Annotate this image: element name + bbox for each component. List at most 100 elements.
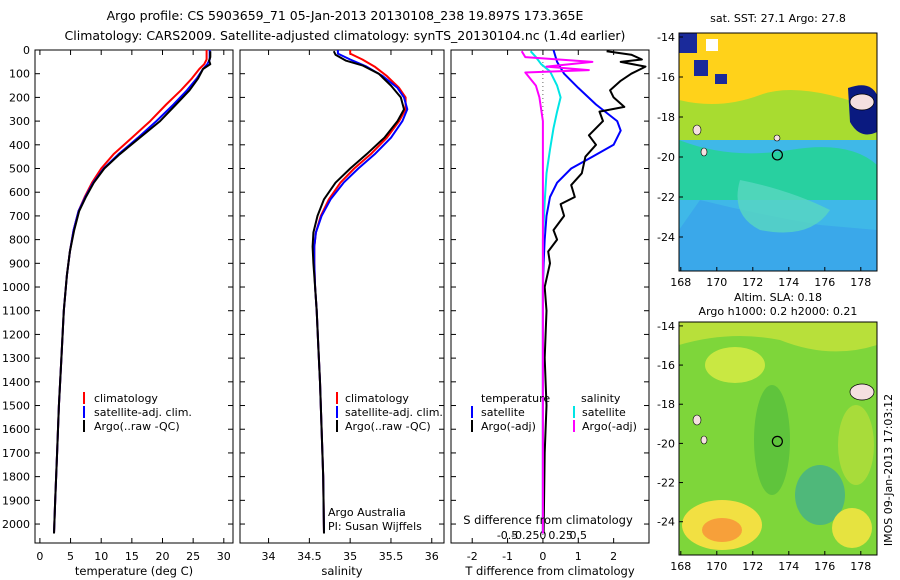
legend-heading-temperature: temperature <box>481 392 550 405</box>
map-y-tick-label: -20 <box>657 437 675 450</box>
argo-float-marker <box>771 149 783 161</box>
y-tick-label: 300 <box>9 115 30 128</box>
island <box>692 414 702 426</box>
y-tick-label: 600 <box>9 186 30 199</box>
sst-mid-band <box>679 140 877 200</box>
legend-label-argo: Argo(..raw -QC) <box>345 420 431 433</box>
map-x-tick-label: 172 <box>742 560 763 573</box>
sla-map-title-line2: Argo h1000: 0.2 h2000: 0.21 <box>699 305 858 318</box>
y-tick-label: 500 <box>9 163 30 176</box>
sla-map-title-line1: Altim. SLA: 0.18 <box>734 291 822 304</box>
series-line-climatology <box>313 50 407 534</box>
map-y-tick-label: -24 <box>657 231 675 244</box>
salinity-xlabel: salinity <box>321 564 362 578</box>
series-line-satellite-adj-clim- <box>53 50 211 534</box>
top-x-tick-label: 0.5 <box>570 529 588 542</box>
sst-map: 168 170 172 174 176 178 -14 -16 -18 -20 -22 -24 <box>657 31 878 289</box>
y-tick-label: 1200 <box>2 328 30 341</box>
temperature-legend: climatology satellite-adj. clim. Argo(..… <box>83 392 192 433</box>
map-y-tick-label: -18 <box>657 398 675 411</box>
sst-cloud-gap <box>694 60 708 76</box>
y-tick-label: 1100 <box>2 305 30 318</box>
y-tick-label: 1700 <box>2 447 30 460</box>
y-tick-label: 1800 <box>2 471 30 484</box>
map-x-tick-label: 174 <box>778 560 799 573</box>
x-tick-label: 35 <box>343 550 357 563</box>
series-line-salinity-argo-adj- <box>520 50 594 534</box>
imos-timestamp: IMOS 09-Jan-2013 17:03:12 <box>882 394 895 546</box>
sst-map-frame <box>678 32 878 272</box>
x-tick-label: 36 <box>425 550 439 563</box>
map-y-tick-label: -20 <box>657 151 675 164</box>
legend-label-climatology: climatology <box>345 392 409 405</box>
top-x-tick-label: 0.25 <box>548 529 573 542</box>
y-tick-label: 1400 <box>2 376 30 389</box>
sla-peak <box>702 518 742 542</box>
top-x-tick-label: -0.25 <box>511 529 539 542</box>
legend-label-temp-argo: Argo(-adj) <box>481 420 536 433</box>
map-y-tick-label: -16 <box>657 71 675 84</box>
y-tick-label: 200 <box>9 91 30 104</box>
y-tick-label: 100 <box>9 68 30 81</box>
map-y-tick-label: -22 <box>657 191 675 204</box>
legend-label-argo: Argo(..raw -QC) <box>94 420 180 433</box>
map-y-tick-label: -18 <box>657 111 675 124</box>
legend-label-sal-argo: Argo(-adj) <box>582 420 637 433</box>
salinity-panel: 34 34.5 35 35.5 36 <box>240 49 444 563</box>
map-x-tick-label: 178 <box>850 276 871 289</box>
legend-label-satellite: satellite-adj. clim. <box>345 406 443 419</box>
series-line-satellite-adj-clim- <box>313 50 409 534</box>
sst-map-title: sat. SST: 27.1 Argo: 27.8 <box>710 12 846 25</box>
series-line-argo-raw-qc- <box>53 51 212 534</box>
sst-patch <box>737 180 830 233</box>
sla-high <box>832 508 872 548</box>
sst-cool-band <box>679 200 877 271</box>
sla-high-band <box>679 322 877 352</box>
legend-label-sal-satellite: satellite <box>582 406 626 419</box>
x-tick-label: 30 <box>217 550 231 563</box>
map-x-tick-label: 172 <box>742 276 763 289</box>
x-tick-label: 34 <box>262 550 276 563</box>
map-x-tick-label: 178 <box>850 560 871 573</box>
header-line1: Argo profile: CS 5903659_71 05-Jan-2013 … <box>107 8 584 23</box>
difference-xlabel: T difference from climatology <box>464 564 635 578</box>
difference-panel-frame <box>450 49 650 544</box>
series-line-temperature-argo-adj- <box>542 50 647 534</box>
x-tick-label: 25 <box>186 550 200 563</box>
map-y-tick-label: -22 <box>657 477 675 490</box>
y-tick-label: 400 <box>9 139 30 152</box>
difference-top-label: S difference from climatology <box>463 513 633 527</box>
map-y-tick-label: -14 <box>657 31 675 44</box>
argo-australia-label: Argo Australia <box>328 506 406 519</box>
x-tick-label: 0 <box>539 550 546 563</box>
x-tick-label: 10 <box>94 550 108 563</box>
island <box>773 134 781 142</box>
sla-map-frame <box>678 321 878 556</box>
sla-trough <box>795 465 845 525</box>
map-x-tick-label: 168 <box>670 276 691 289</box>
y-tick-label: 900 <box>9 257 30 270</box>
x-tick-label: 34.5 <box>297 550 322 563</box>
series-line-climatology <box>53 50 208 534</box>
map-x-tick-label: 176 <box>814 560 835 573</box>
map-y-tick-label: -24 <box>657 516 675 529</box>
map-x-tick-label: 168 <box>670 560 691 573</box>
difference-legend: temperature satellite Argo(-adj) salinit… <box>471 392 637 433</box>
sst-cloud-gap <box>679 33 697 53</box>
x-tick-label: -1 <box>502 550 513 563</box>
x-tick-label: 2 <box>610 550 617 563</box>
island-fiji <box>849 93 875 111</box>
island <box>700 147 708 157</box>
x-tick-label: 15 <box>125 550 139 563</box>
y-tick-label: 700 <box>9 210 30 223</box>
x-tick-label: 35.5 <box>379 550 404 563</box>
salinity-panel-frame <box>239 49 445 544</box>
header-line2: Climatology: CARS2009. Satellite-adjuste… <box>65 28 626 43</box>
map-x-tick-label: 170 <box>706 276 727 289</box>
sla-ridge <box>838 405 874 485</box>
y-tick-label: 2000 <box>2 518 30 531</box>
map-x-tick-label: 170 <box>706 560 727 573</box>
salinity-legend: climatology satellite-adj. clim. Argo(..… <box>328 392 443 533</box>
